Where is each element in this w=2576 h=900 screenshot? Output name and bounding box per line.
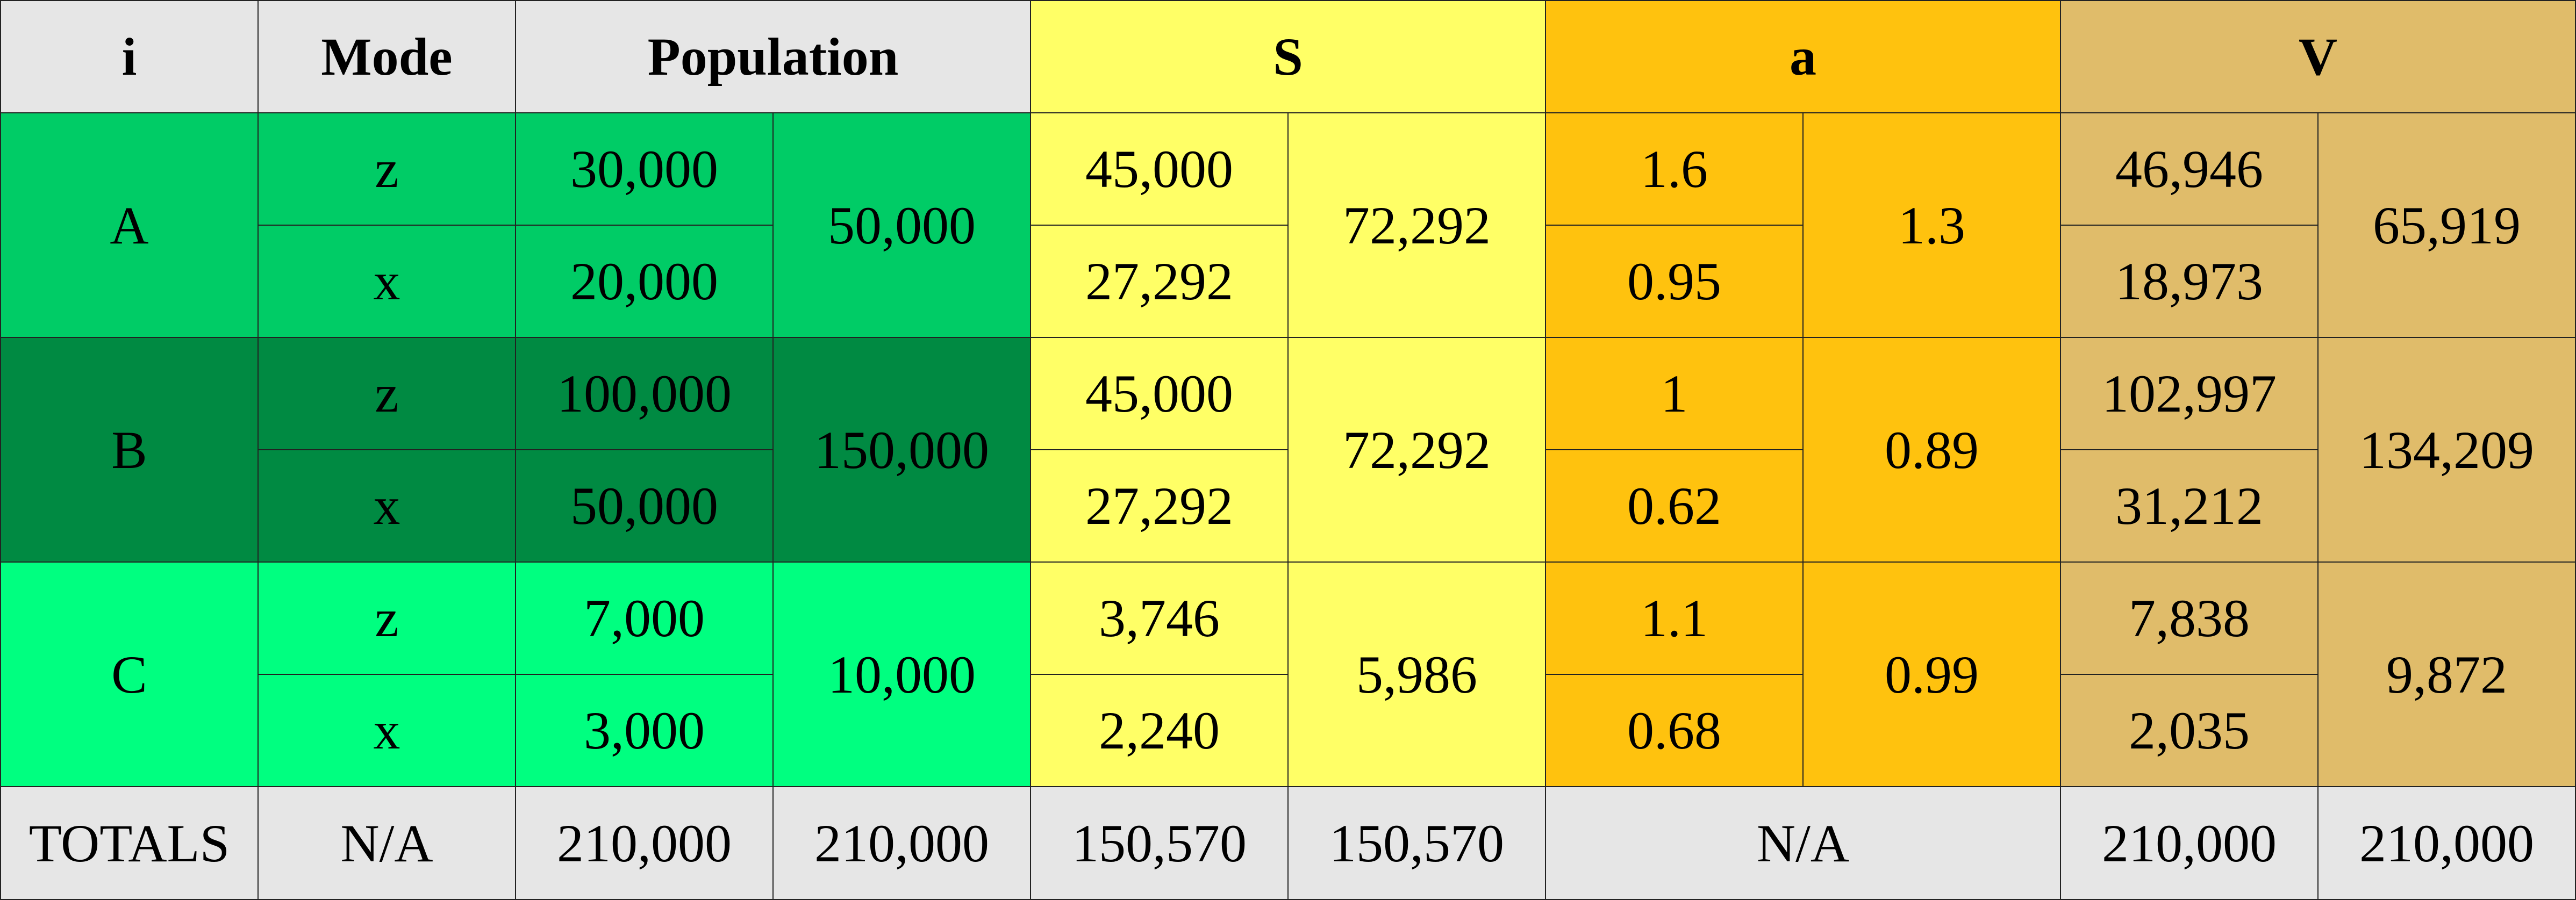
mode-cell: z xyxy=(257,561,516,675)
s-total-cell: 5,986 xyxy=(1287,561,1547,787)
population-cell: 7,000 xyxy=(515,561,774,675)
header-population: Population xyxy=(514,0,1032,113)
table-row: A z 30,000 50,000 45,000 72,292 1.6 1.3 … xyxy=(0,112,2576,338)
v-cell: 18,973 xyxy=(2060,225,2319,338)
mode-cell: x xyxy=(257,674,516,787)
table-row: C z 7,000 10,000 3,746 5,986 1.1 0.99 7,… xyxy=(0,561,2576,787)
s-cell: 45,000 xyxy=(1030,337,1289,450)
population-cell: 50,000 xyxy=(515,449,774,563)
totals-a: N/A xyxy=(1545,786,2062,900)
group-c-label: C xyxy=(0,561,259,787)
a-cell: 1 xyxy=(1545,337,1804,450)
population-cell: 20,000 xyxy=(515,225,774,338)
population-cell: 100,000 xyxy=(515,337,774,450)
s-total-cell: 72,292 xyxy=(1287,337,1547,563)
totals-s-1: 150,570 xyxy=(1030,786,1289,900)
a-cell: 1.1 xyxy=(1545,561,1804,675)
s-cell: 2,240 xyxy=(1030,674,1289,787)
header-v: V xyxy=(2060,0,2576,113)
table-row: x 3,000 2,240 0.68 2,035 xyxy=(1,674,2575,787)
s-cell: 27,292 xyxy=(1030,225,1289,338)
v-total-cell: 9,872 xyxy=(2317,561,2576,787)
population-total-cell: 150,000 xyxy=(772,337,1032,563)
mode-cell: x xyxy=(257,225,516,338)
group-a-label: A xyxy=(0,112,259,338)
a-cell: 0.95 xyxy=(1545,225,1804,338)
mode-cell: x xyxy=(257,449,516,563)
v-cell: 102,997 xyxy=(2060,337,2319,450)
totals-row: TOTALS N/A 210,000 210,000 150,570 150,5… xyxy=(0,786,2576,900)
header-s: S xyxy=(1030,0,1547,113)
totals-v-2: 210,000 xyxy=(2317,786,2576,900)
s-cell: 3,746 xyxy=(1030,561,1289,675)
header-i: i xyxy=(0,0,259,113)
s-total-cell: 72,292 xyxy=(1287,112,1547,338)
group-b-label: B xyxy=(0,337,259,563)
header-a: a xyxy=(1545,0,2062,113)
population-total-cell: 10,000 xyxy=(772,561,1032,787)
table-row: x 50,000 27,292 0.62 31,212 xyxy=(1,449,2575,563)
a-total-cell: 0.89 xyxy=(1802,337,2062,563)
totals-v-1: 210,000 xyxy=(2060,786,2319,900)
v-cell: 46,946 xyxy=(2060,112,2319,226)
totals-population-2: 210,000 xyxy=(772,786,1032,900)
a-total-cell: 0.99 xyxy=(1802,561,2062,787)
a-cell: 1.6 xyxy=(1545,112,1804,226)
a-total-cell: 1.3 xyxy=(1802,112,2062,338)
header-mode: Mode xyxy=(257,0,516,113)
s-cell: 45,000 xyxy=(1030,112,1289,226)
header-row: i Mode Population S a V xyxy=(0,0,2576,113)
v-cell: 2,035 xyxy=(2060,674,2319,787)
s-cell: 27,292 xyxy=(1030,449,1289,563)
population-total-cell: 50,000 xyxy=(772,112,1032,338)
v-cell: 7,838 xyxy=(2060,561,2319,675)
mode-cell: z xyxy=(257,112,516,226)
totals-s-2: 150,570 xyxy=(1287,786,1547,900)
totals-label: TOTALS xyxy=(0,786,259,900)
table-row: x 20,000 27,292 0.95 18,973 xyxy=(1,225,2575,338)
v-total-cell: 134,209 xyxy=(2317,337,2576,563)
mode-cell: z xyxy=(257,337,516,450)
totals-population-1: 210,000 xyxy=(515,786,774,900)
population-cell: 30,000 xyxy=(515,112,774,226)
v-cell: 31,212 xyxy=(2060,449,2319,563)
totals-mode: N/A xyxy=(257,786,516,900)
table-row: B z 100,000 150,000 45,000 72,292 1 0.89… xyxy=(0,337,2576,563)
v-total-cell: 65,919 xyxy=(2317,112,2576,338)
a-cell: 0.62 xyxy=(1545,449,1804,563)
population-cell: 3,000 xyxy=(515,674,774,787)
a-cell: 0.68 xyxy=(1545,674,1804,787)
